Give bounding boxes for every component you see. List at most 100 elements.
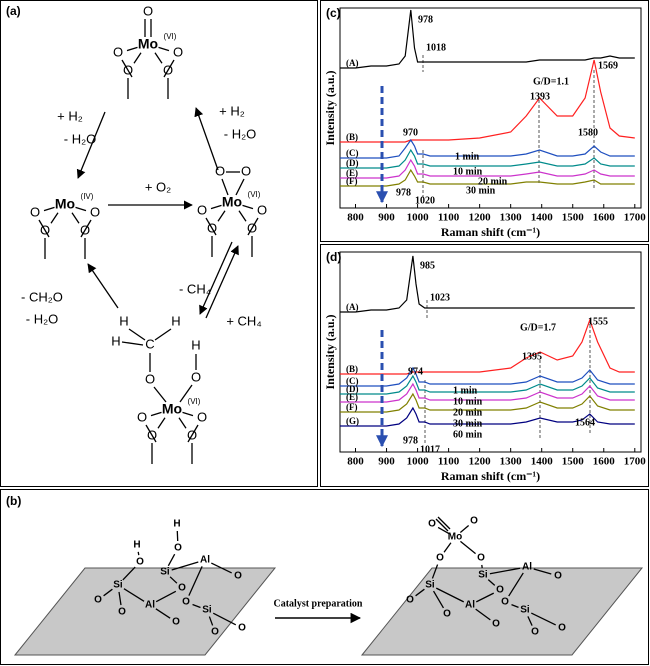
series-label: (E)	[346, 392, 358, 402]
atom: H	[173, 519, 180, 530]
bond	[437, 526, 450, 535]
panel-label: (b)	[6, 494, 21, 508]
oxygen: O	[173, 44, 183, 59]
bond	[187, 424, 199, 443]
x-tick-label: 800	[347, 456, 364, 468]
time-label: 20 min	[453, 407, 483, 418]
y-axis-label: Intensity (a.u.)	[323, 70, 337, 145]
bond	[205, 217, 217, 236]
annotation: 974	[408, 366, 423, 377]
arrow	[199, 241, 233, 315]
oxygen: O	[137, 409, 147, 424]
x-tick-label: 1400	[531, 212, 554, 224]
atom: O	[238, 623, 246, 634]
bond	[217, 210, 226, 222]
oxygen: O	[163, 62, 173, 77]
time-label: 10 min	[453, 396, 483, 407]
series-label: (C)	[346, 148, 359, 158]
bond	[431, 564, 439, 579]
atom: O	[172, 617, 180, 628]
atom: O	[234, 571, 242, 582]
bond	[489, 567, 521, 575]
bond	[121, 59, 133, 78]
reaction-step: + O₂	[145, 179, 171, 194]
bond	[432, 590, 445, 609]
annotation: 978	[403, 435, 418, 446]
annotation: G/D=1.7	[520, 322, 556, 333]
x-tick-label: 1500	[562, 212, 585, 224]
bond	[126, 46, 138, 52]
atom: O	[174, 543, 182, 554]
hydrogen: H	[191, 337, 200, 352]
bond	[38, 219, 50, 238]
atom: Si	[113, 580, 123, 591]
oxygen: O	[145, 371, 155, 386]
atom: O	[470, 516, 478, 527]
atom: H	[133, 540, 140, 551]
bond	[527, 616, 533, 626]
atom: Al	[465, 600, 475, 611]
annotation: 978	[418, 14, 433, 25]
bond	[150, 411, 162, 417]
time-label: 30 min	[453, 418, 483, 429]
oxygen: O	[123, 62, 133, 77]
time-label: 10 min	[453, 166, 483, 177]
annotation: 1564	[575, 417, 595, 428]
atom: O	[558, 623, 566, 634]
bond	[460, 540, 476, 555]
series-label: (B)	[346, 132, 358, 142]
annotation: 1555	[588, 316, 608, 327]
hydrogen: H	[171, 313, 180, 328]
atom: O	[178, 583, 186, 594]
x-tick-label: 900	[378, 212, 395, 224]
panel-a-frame	[0, 0, 318, 487]
atom: O	[136, 557, 144, 568]
annotation: 1393	[530, 91, 550, 102]
oxygen: O	[257, 202, 267, 217]
bond	[192, 603, 201, 609]
bond	[508, 572, 524, 597]
series-label: (F)	[346, 176, 358, 186]
spectrum	[340, 255, 635, 313]
spectrum	[340, 158, 635, 179]
spectrum	[340, 318, 635, 375]
annotation: 1017	[420, 444, 440, 455]
oxygen: O	[90, 204, 100, 219]
bond	[50, 212, 59, 224]
bond	[80, 219, 92, 238]
atom: Si	[425, 580, 435, 591]
bond	[154, 328, 172, 341]
carbon: C	[145, 336, 154, 351]
series-label: (D)	[346, 158, 359, 168]
bond	[179, 384, 193, 403]
hydrogen: H	[111, 333, 120, 348]
annotation: 1580	[578, 127, 598, 138]
x-tick-label: 1000	[407, 456, 430, 468]
series-label: (A)	[346, 302, 359, 312]
spectrum	[340, 374, 635, 395]
bond	[443, 542, 452, 553]
metal: Mo	[55, 196, 75, 212]
atom: O	[428, 519, 436, 530]
annotation: 1395	[522, 351, 542, 362]
atom: O	[118, 607, 126, 618]
arrow	[87, 263, 119, 309]
x-tick-label: 800	[347, 212, 364, 224]
bond	[487, 579, 496, 586]
reaction-step: + H₂	[219, 103, 245, 118]
bond	[157, 417, 166, 429]
bond	[167, 553, 176, 567]
oxygen: O	[207, 220, 217, 235]
spectrum	[340, 138, 635, 159]
atom: Al	[200, 555, 210, 566]
panel-label: (d)	[326, 250, 341, 264]
x-tick-label: 1200	[469, 456, 492, 468]
atom: O	[182, 597, 190, 608]
bond	[221, 178, 229, 196]
reaction-step: + CH₄	[226, 313, 261, 328]
series-label: (G)	[346, 416, 359, 426]
atom: O	[496, 585, 504, 596]
spectrum	[340, 9, 635, 69]
bond	[121, 341, 144, 346]
spectrum	[340, 366, 635, 387]
